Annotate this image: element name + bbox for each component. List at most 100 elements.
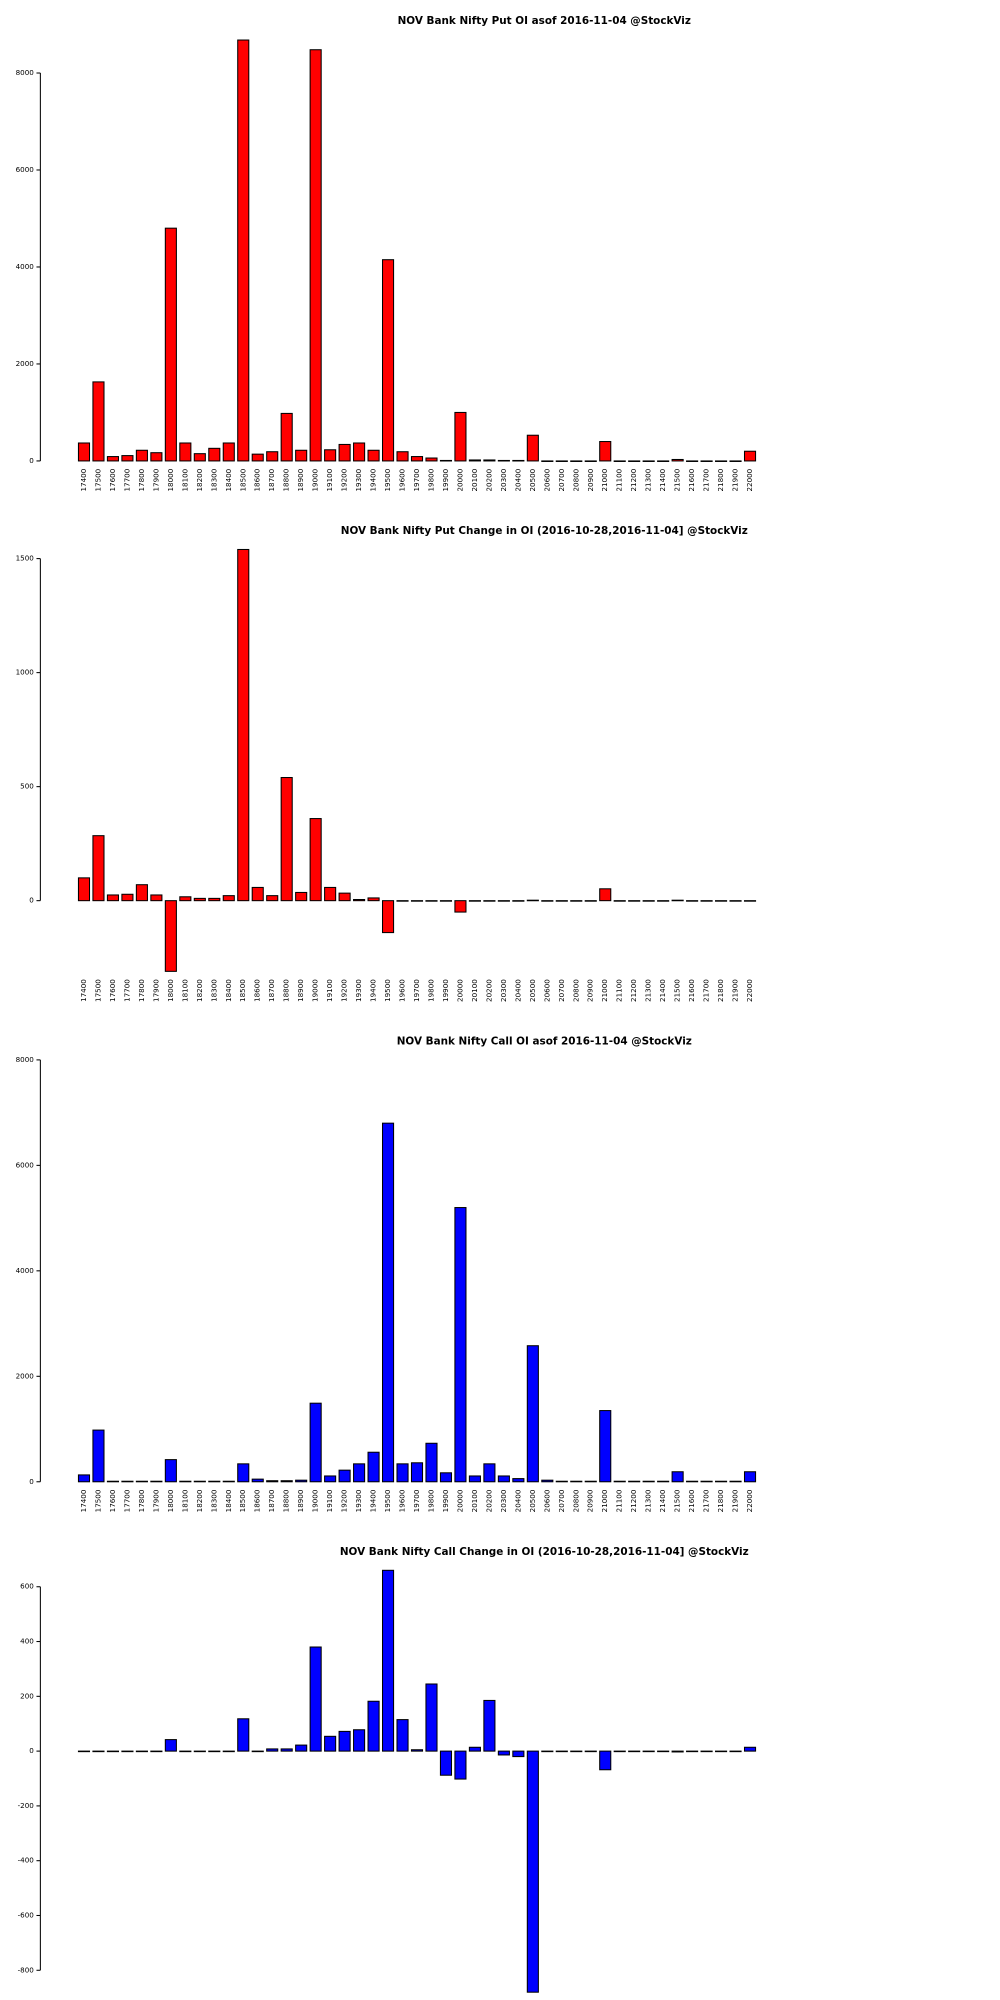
bar [338, 1469, 351, 1483]
x-tick-label: 21400 [658, 468, 667, 491]
bar [526, 1750, 539, 1993]
x-tick-label: 20500 [528, 979, 537, 1002]
x-tick-label: 22000 [745, 979, 754, 1002]
x-tick-label: 18200 [195, 468, 204, 491]
x-tick-label: 19200 [340, 1489, 349, 1512]
bar [483, 459, 496, 462]
bar [715, 1480, 728, 1483]
x-tick-label: 21900 [731, 1489, 740, 1512]
x-tick-label: 18400 [224, 1489, 233, 1512]
x-tick-label: 19300 [354, 468, 363, 491]
x-tick-label: 18300 [209, 979, 218, 1002]
y-tick-label: -200 [18, 1801, 35, 1810]
bar [425, 1683, 438, 1752]
bar [324, 886, 337, 902]
bar [483, 900, 496, 902]
x-tick-label: 20600 [542, 979, 551, 1002]
x-tick-label: 18800 [282, 1489, 291, 1512]
bar [642, 460, 655, 462]
bar [353, 1729, 366, 1752]
bar [671, 1750, 684, 1753]
bar [671, 458, 684, 462]
bar [743, 900, 757, 902]
bar [512, 1750, 525, 1758]
bar [396, 451, 409, 462]
bar [381, 1122, 395, 1483]
x-tick-label: 21500 [673, 1489, 682, 1512]
bar [743, 450, 757, 462]
bar [599, 441, 612, 462]
x-tick-label: 19400 [369, 468, 378, 491]
bar [324, 449, 337, 462]
bar [686, 1480, 699, 1483]
bar [729, 460, 742, 462]
x-tick-label: 21100 [615, 979, 624, 1002]
bar [657, 1480, 670, 1483]
bar [584, 1480, 597, 1483]
bar [381, 900, 395, 934]
x-tick-label: 19500 [383, 468, 392, 491]
bar [715, 1750, 728, 1753]
x-tick-label: 17900 [151, 1489, 160, 1512]
bar [280, 1748, 293, 1752]
bar [92, 381, 105, 462]
bar [613, 1480, 626, 1483]
bar [729, 1480, 742, 1483]
bar [135, 449, 148, 462]
bar [77, 442, 91, 462]
bar [584, 1750, 597, 1753]
bar [410, 456, 424, 462]
x-tick-label: 17700 [122, 1489, 131, 1512]
bar [179, 1750, 192, 1753]
bar [526, 434, 539, 462]
x-tick-label: 17800 [137, 468, 146, 491]
x-tick-label: 18700 [267, 1489, 276, 1512]
x-tick-label: 17600 [108, 468, 117, 491]
bar [570, 900, 583, 902]
y-tick-label: 0 [29, 456, 34, 465]
x-tick-label: 17700 [122, 979, 131, 1002]
chart-title: NOV Bank Nifty Call OI asof 2016-11-04 @… [397, 1036, 692, 1048]
bar [599, 888, 612, 902]
bar [657, 1750, 670, 1753]
y-tick-label: 1500 [16, 554, 35, 563]
bar [77, 877, 91, 902]
bar [439, 1750, 453, 1776]
x-tick-label: 20200 [484, 1489, 493, 1512]
bar [497, 1475, 510, 1483]
x-tick-label: 21100 [615, 1489, 624, 1512]
x-tick-label: 21000 [600, 468, 609, 491]
x-tick-label: 20200 [484, 979, 493, 1002]
x-tick-label: 18600 [253, 1489, 262, 1512]
x-tick-label: 20800 [571, 979, 580, 1002]
bar [251, 1750, 264, 1753]
x-tick-label: 19200 [340, 468, 349, 491]
bar [106, 1480, 119, 1483]
bar [700, 900, 713, 902]
x-tick-label: 20300 [499, 979, 508, 1002]
bar [237, 39, 250, 462]
x-tick-label: 20900 [586, 468, 595, 491]
x-tick-label: 19800 [426, 979, 435, 1002]
x-tick-label: 19000 [311, 1489, 320, 1512]
x-tick-label: 20100 [470, 1489, 479, 1512]
bar [193, 1750, 206, 1753]
bar [150, 894, 163, 902]
bar [222, 895, 235, 902]
x-tick-label: 21600 [687, 979, 696, 1002]
bar [135, 1480, 148, 1483]
x-tick-label: 20100 [470, 468, 479, 491]
y-tick-label: 8000 [16, 1055, 35, 1064]
bar [497, 1750, 510, 1756]
x-tick-label: 21600 [687, 468, 696, 491]
x-tick-label: 18400 [224, 468, 233, 491]
bar [280, 1480, 293, 1483]
x-tick-label: 18100 [180, 468, 189, 491]
bar [410, 1749, 424, 1752]
bar [729, 1750, 742, 1753]
chart-title: NOV Bank Nifty Put Change in OI (2016-10… [341, 525, 748, 537]
bar [381, 259, 395, 462]
bar [77, 1750, 91, 1753]
x-tick-label: 21400 [658, 979, 667, 1002]
